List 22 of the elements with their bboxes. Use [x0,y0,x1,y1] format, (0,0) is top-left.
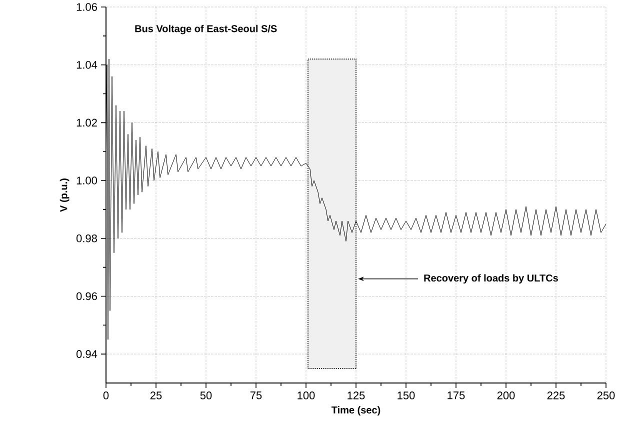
y-tick-label: 1.02 [76,118,97,127]
y-tick-label: 1.00 [76,176,98,184]
y-tick-label: 0.94 [76,350,98,358]
x-axis-title: Time (sec) [331,406,380,416]
x-tick-label: 75 [250,392,262,400]
x-tick-label: 125 [348,392,365,400]
x-tick-label: 250 [597,392,615,400]
annotation: Recovery of loads by ULTCs [424,274,558,284]
x-tick-label: 0 [103,392,109,400]
x-tick-label: 25 [150,392,162,400]
x-tick-label: 50 [200,392,212,400]
y-tick-label: 1.06 [76,3,97,11]
x-tick-label: 225 [547,392,565,400]
y-tick-label: 0.96 [76,292,97,300]
x-tick-label: 175 [448,392,465,400]
text: Bus Voltage of East-Seoul S/S [135,24,277,34]
y-axis-title: V (p.u.) [60,178,70,212]
y-tick-label: 0.98 [76,234,97,242]
x-tick-label: 100 [298,392,315,400]
x-tick-label: 200 [497,392,515,400]
y-tick-label: 1.04 [76,60,98,69]
x-tick-label: 150 [398,392,415,400]
